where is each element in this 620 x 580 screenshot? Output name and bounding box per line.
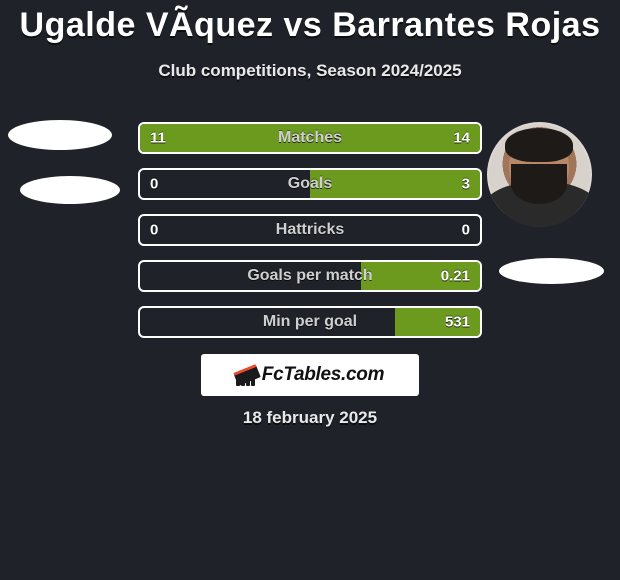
right-team-placeholder <box>499 258 604 284</box>
stat-label: Hattricks <box>276 221 344 239</box>
stat-fill-right <box>310 170 480 198</box>
left-avatar-placeholder-1 <box>8 120 112 150</box>
fctables-badge-text: FcTables.com <box>262 364 384 386</box>
date-label: 18 february 2025 <box>0 408 620 428</box>
stat-value-left: 11 <box>150 130 166 147</box>
stat-bar-min-per-goal: Min per goal 531 <box>138 306 482 338</box>
stat-value-right: 531 <box>445 314 470 331</box>
stat-label: Matches <box>278 129 342 147</box>
stat-value-right: 3 <box>462 176 470 193</box>
stat-label: Goals per match <box>247 267 372 285</box>
stat-label: Min per goal <box>263 313 357 331</box>
right-player-avatar <box>487 122 592 227</box>
stat-value-left: 0 <box>150 222 158 239</box>
stat-label: Goals <box>288 175 332 193</box>
stat-bar-goals: 0 Goals 3 <box>138 168 482 200</box>
subtitle: Club competitions, Season 2024/2025 <box>0 61 620 81</box>
stat-value-right: 0 <box>462 222 470 239</box>
stat-bar-hattricks: 0 Hattricks 0 <box>138 214 482 246</box>
fctables-badge[interactable]: FcTables.com <box>201 354 419 396</box>
stat-value-left: 0 <box>150 176 158 193</box>
stat-value-right: 0.21 <box>441 268 470 285</box>
page-title: Ugalde VÃ­quez vs Barrantes Rojas <box>0 0 620 45</box>
stat-value-right: 14 <box>453 130 470 147</box>
fctables-logo-icon <box>236 364 258 386</box>
left-avatar-placeholder-2 <box>20 176 120 204</box>
stat-bar-matches: 11 Matches 14 <box>138 122 482 154</box>
stat-bar-goals-per-match: Goals per match 0.21 <box>138 260 482 292</box>
stats-column: 11 Matches 14 0 Goals 3 0 Hattricks 0 Go… <box>138 122 482 338</box>
